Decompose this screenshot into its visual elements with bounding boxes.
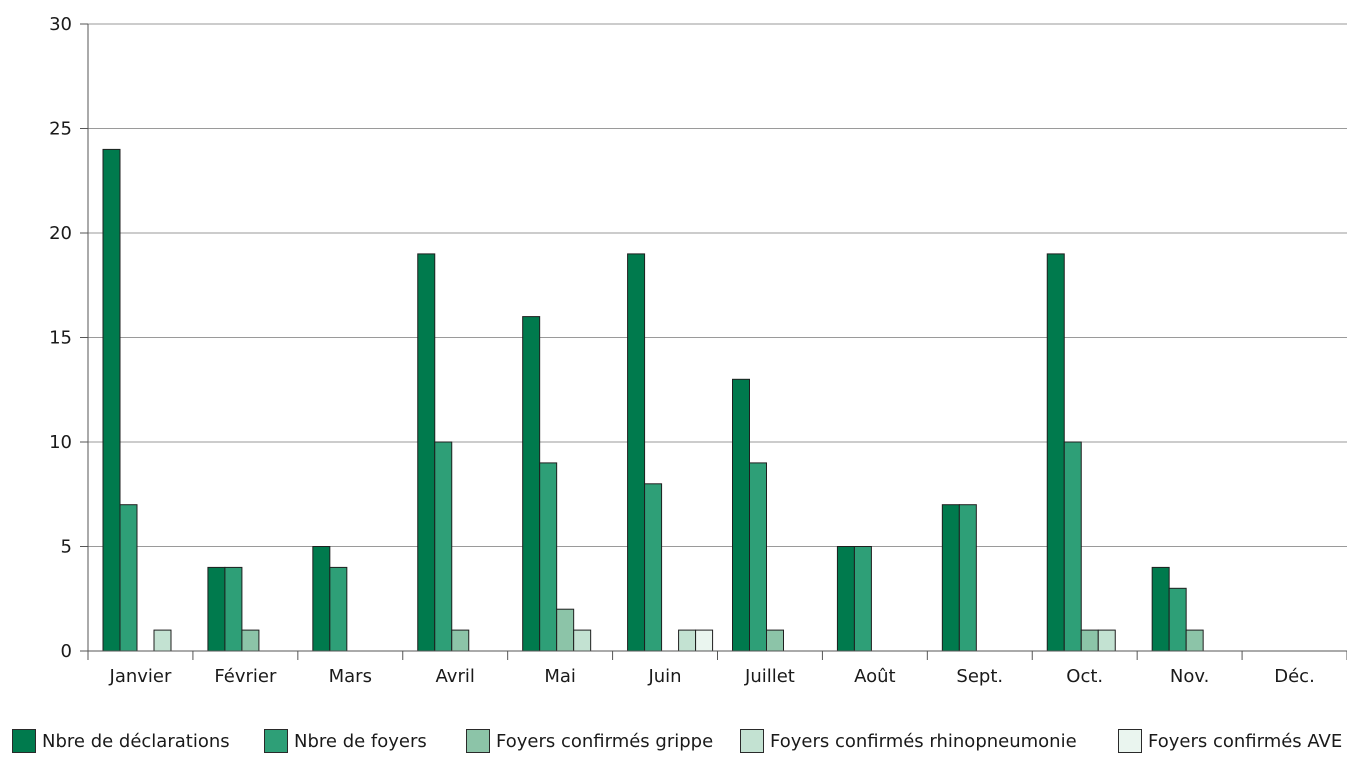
bar [958, 504, 977, 652]
legend-label: Nbre de déclarations [42, 730, 230, 752]
legend-swatch [1118, 729, 1142, 753]
bar [695, 629, 714, 652]
bar [207, 566, 226, 652]
bar [749, 462, 767, 652]
legend-swatch [740, 729, 764, 753]
legend-item: Nbre de foyers [264, 726, 427, 756]
legend: Nbre de déclarations Nbre de foyers Foyers… [0, 726, 1347, 766]
bar [941, 504, 960, 652]
y-tick-label: 0 [61, 641, 72, 662]
x-tick-label: Juin [647, 666, 681, 687]
bar [1080, 629, 1099, 652]
bar [451, 629, 470, 652]
y-tick-label: 25 [49, 119, 72, 140]
x-tick-label: Sept. [956, 666, 1003, 687]
x-tick-label: Déc. [1274, 666, 1315, 687]
bar [522, 316, 541, 652]
x-tick-label: Mai [544, 666, 576, 687]
legend-item: Foyers confirmés grippe [466, 726, 713, 756]
bar [1046, 253, 1065, 652]
bar [1151, 566, 1170, 652]
legend-swatch [264, 729, 288, 753]
bar [678, 629, 697, 652]
legend-swatch [12, 729, 36, 753]
y-tick-label: 15 [49, 328, 72, 349]
bar [644, 483, 663, 652]
y-tick-label: 10 [49, 432, 72, 453]
bar [573, 629, 592, 652]
x-tick-label: Février [214, 666, 277, 687]
bar [417, 253, 436, 652]
x-tick-label: Mars [329, 666, 372, 687]
grid-lines [88, 23, 1347, 547]
x-tick-label: Avril [436, 666, 475, 687]
x-axis-ticks: Janvier Février Mars Avril Mai Juin Juillet Aoû… [109, 666, 1315, 687]
bar [732, 378, 750, 652]
x-tick-label: Janvier [109, 666, 172, 687]
bar [627, 253, 646, 652]
bar [312, 546, 331, 652]
bar [556, 608, 575, 652]
x-tick-label: Août [854, 666, 895, 687]
bar [119, 504, 138, 652]
legend-label: Foyers confirmés grippe [496, 730, 714, 752]
y-tick-label: 5 [61, 537, 72, 558]
bar [434, 441, 453, 652]
bar [241, 629, 260, 652]
bars [102, 148, 1204, 652]
bar [853, 546, 872, 652]
bar [1168, 587, 1187, 652]
bar [1097, 629, 1116, 652]
legend-label: Foyers confirmés rhinopneumonie [770, 730, 1077, 752]
bar [1185, 629, 1204, 652]
bar [224, 566, 243, 652]
axes [80, 23, 1347, 660]
x-tick-label: Oct. [1066, 666, 1103, 687]
legend-swatch [466, 729, 490, 753]
bar [153, 629, 172, 652]
legend-label: Foyers confirmés AVE [1148, 730, 1343, 752]
bar [1063, 441, 1082, 652]
bar [836, 546, 855, 652]
bar [766, 629, 784, 652]
bar [539, 462, 558, 652]
legend-item: Foyers confirmés AVE [1118, 726, 1342, 756]
y-tick-label: 30 [49, 14, 72, 35]
legend-label: Nbre de foyers [294, 730, 427, 752]
x-tick-label: Nov. [1170, 666, 1209, 687]
bar [102, 148, 121, 652]
x-tick-label: Juillet [744, 666, 795, 687]
bar [329, 566, 348, 652]
y-axis-ticks: 0 5 10 15 20 25 30 [49, 14, 72, 662]
legend-item: Foyers confirmés rhinopneumonie [740, 726, 1077, 756]
y-tick-label: 20 [49, 223, 72, 244]
legend-item: Nbre de déclarations [12, 726, 230, 756]
